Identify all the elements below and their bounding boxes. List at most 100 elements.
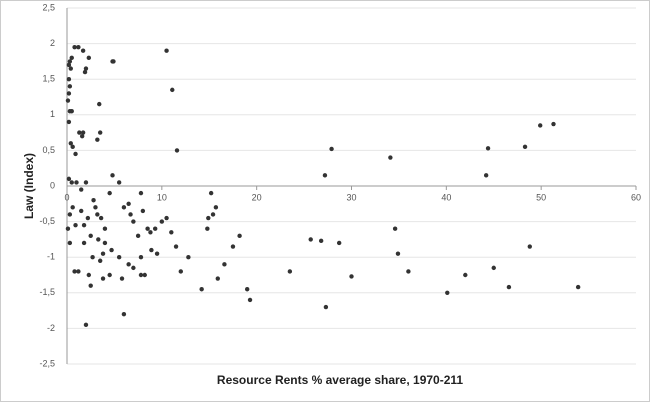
point bbox=[323, 304, 329, 310]
point bbox=[97, 258, 103, 263]
point bbox=[73, 222, 78, 228]
point bbox=[70, 205, 75, 210]
point bbox=[95, 212, 100, 217]
point bbox=[67, 59, 73, 64]
point bbox=[308, 237, 313, 242]
point bbox=[88, 283, 93, 288]
point bbox=[463, 272, 468, 278]
point bbox=[119, 276, 125, 281]
x-tick-label: 20 bbox=[252, 192, 262, 202]
point bbox=[67, 212, 73, 217]
y-tick-label: 0 bbox=[50, 180, 55, 190]
point bbox=[68, 141, 73, 146]
point bbox=[169, 230, 174, 235]
point bbox=[388, 155, 393, 160]
point bbox=[88, 233, 93, 239]
y-tick-label: -1,5 bbox=[39, 287, 55, 297]
point bbox=[67, 240, 73, 246]
point bbox=[83, 66, 89, 71]
point bbox=[186, 255, 191, 260]
point bbox=[82, 69, 88, 75]
point bbox=[210, 212, 216, 217]
point bbox=[237, 233, 242, 239]
point bbox=[527, 244, 532, 249]
point bbox=[66, 91, 72, 96]
point bbox=[483, 173, 489, 178]
y-tick-label: -0,5 bbox=[39, 216, 55, 226]
point bbox=[121, 205, 127, 210]
point bbox=[102, 226, 108, 231]
x-tick-label: 0 bbox=[64, 192, 69, 202]
point bbox=[138, 190, 144, 196]
point bbox=[445, 290, 450, 295]
point bbox=[90, 255, 95, 260]
point bbox=[83, 180, 89, 185]
point bbox=[138, 272, 144, 278]
point bbox=[67, 84, 73, 89]
point bbox=[79, 208, 84, 214]
point bbox=[205, 226, 210, 231]
point bbox=[86, 272, 92, 278]
point bbox=[77, 130, 82, 135]
point bbox=[102, 240, 108, 246]
point bbox=[86, 55, 92, 61]
point bbox=[142, 272, 147, 278]
point bbox=[322, 173, 328, 178]
point bbox=[79, 133, 85, 139]
point bbox=[206, 215, 211, 221]
y-tick-label: 1,5 bbox=[42, 74, 55, 84]
point bbox=[149, 247, 154, 253]
y-tick-label: 2 bbox=[50, 38, 55, 48]
point bbox=[73, 151, 78, 157]
point bbox=[551, 121, 556, 127]
point bbox=[318, 238, 324, 244]
point bbox=[121, 311, 127, 317]
point bbox=[287, 269, 293, 274]
point bbox=[491, 265, 496, 271]
point bbox=[152, 226, 158, 231]
x-tick-label: 60 bbox=[631, 192, 641, 202]
point bbox=[247, 297, 253, 303]
point bbox=[140, 208, 146, 214]
point bbox=[164, 215, 169, 221]
point bbox=[80, 48, 86, 53]
point bbox=[131, 265, 136, 271]
y-tick-label: 1 bbox=[50, 109, 55, 119]
point bbox=[349, 274, 354, 279]
point bbox=[81, 222, 87, 228]
point bbox=[506, 284, 512, 290]
point bbox=[95, 137, 100, 142]
y-tick-label: -1 bbox=[47, 252, 55, 262]
point bbox=[336, 240, 342, 246]
point bbox=[93, 205, 98, 210]
point bbox=[100, 251, 106, 256]
point bbox=[215, 276, 220, 281]
point bbox=[126, 262, 131, 267]
point bbox=[213, 205, 219, 210]
point bbox=[126, 201, 131, 206]
point bbox=[66, 176, 72, 182]
point bbox=[65, 98, 71, 103]
point bbox=[174, 148, 180, 153]
point bbox=[68, 66, 73, 71]
point bbox=[97, 130, 103, 135]
point bbox=[80, 130, 86, 135]
point bbox=[76, 44, 81, 50]
point bbox=[81, 240, 87, 246]
point bbox=[392, 226, 398, 231]
y-tick-label: 2,5 bbox=[42, 2, 55, 12]
point bbox=[111, 59, 116, 64]
point bbox=[131, 219, 136, 224]
point bbox=[178, 269, 183, 274]
point bbox=[72, 44, 77, 50]
point bbox=[70, 144, 75, 150]
point bbox=[107, 272, 112, 278]
point bbox=[76, 269, 81, 274]
point bbox=[329, 146, 334, 152]
point bbox=[222, 262, 227, 267]
point bbox=[116, 180, 122, 185]
point bbox=[148, 230, 153, 235]
point bbox=[128, 212, 133, 217]
